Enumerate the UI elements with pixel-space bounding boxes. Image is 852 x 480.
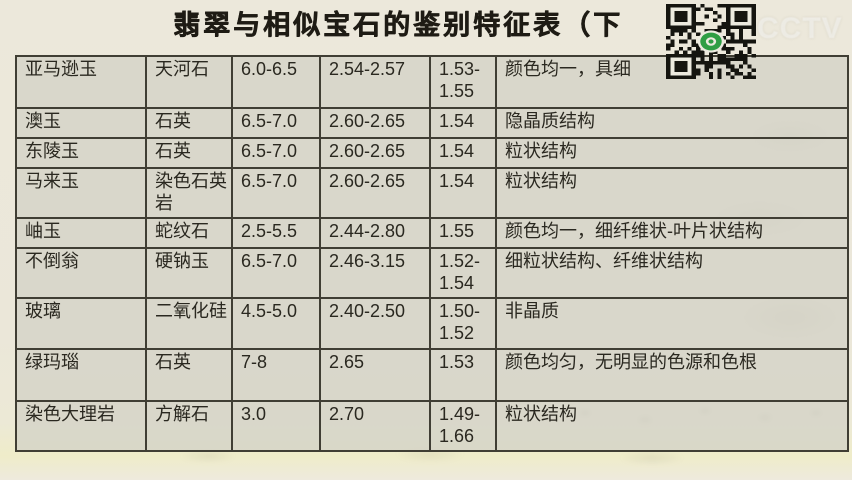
- table-cell-refractive-index: 1.49-1.66: [429, 399, 497, 452]
- gem-comparison-table: 亚马逊玉 天河石 6.0-6.5 2.54-2.57 1.53-1.55 颜色均一，具细澳…: [15, 55, 849, 452]
- table-row: 染色大理岩 方解石 3.0 2.70 1.49-1.66 粒状结构: [15, 399, 849, 452]
- table-cell-refractive-index: 1.50-1.52: [429, 296, 497, 350]
- table-cell-density: 2.46-3.15: [319, 246, 431, 299]
- table-cell-refractive-index: 1.55: [429, 216, 497, 249]
- table-cell-mineral: 蛇纹石: [145, 216, 233, 249]
- table-cell-density: 2.65: [319, 347, 431, 402]
- table-cell-name: 马来玉: [15, 167, 147, 219]
- table-cell-refractive-index: 1.54: [429, 107, 497, 139]
- table-cell-structure: 细粒状结构、纤维状结构: [495, 246, 849, 299]
- table-cell-name: 东陵玉: [15, 137, 147, 169]
- table-cell-density: 2.54-2.57: [319, 55, 431, 109]
- table-cell-mineral: 硬钠玉: [145, 246, 233, 299]
- table-cell-hardness: 7-8: [231, 347, 321, 402]
- table-row: 绿玛瑙 石英 7-8 2.65 1.53 颜色均匀，无明显的色源和色根: [15, 347, 849, 402]
- table-cell-structure: 粒状结构: [495, 167, 849, 219]
- table-cell-structure: 颜色均匀，无明显的色源和色根: [495, 347, 849, 402]
- table-cell-refractive-index: 1.53: [429, 347, 497, 402]
- table-cell-structure: 颜色均一，细纤维状-叶片状结构: [495, 216, 849, 249]
- table-cell-density: 2.44-2.80: [319, 216, 431, 249]
- table-cell-name: 玻璃: [15, 296, 147, 350]
- qr-code-pattern: [666, 4, 756, 79]
- table-cell-name: 岫玉: [15, 216, 147, 249]
- table-cell-mineral: 石英: [145, 137, 233, 169]
- table-row: 岫玉 蛇纹石 2.5-5.5 2.44-2.80 1.55 颜色均一，细纤维状-叶片状结构: [15, 216, 849, 249]
- table-cell-density: 2.60-2.65: [319, 107, 431, 139]
- gem-table-body: 亚马逊玉 天河石 6.0-6.5 2.54-2.57 1.53-1.55 颜色均一，具细澳…: [15, 55, 849, 452]
- table-cell-name: 澳玉: [15, 107, 147, 139]
- table-cell-name: 染色大理岩: [15, 399, 147, 452]
- qr-code: [666, 4, 756, 79]
- table-cell-hardness: 6.0-6.5: [231, 55, 321, 109]
- table-row: 澳玉 石英 6.5-7.0 2.60-2.65 1.54 隐晶质结构: [15, 107, 849, 139]
- table-cell-mineral: 方解石: [145, 399, 233, 452]
- cctv-watermark: CCTV: [757, 12, 843, 45]
- table-cell-refractive-index: 1.53-1.55: [429, 55, 497, 109]
- table-cell-hardness: 2.5-5.5: [231, 216, 321, 249]
- table-cell-hardness: 6.5-7.0: [231, 167, 321, 219]
- table-cell-name: 亚马逊玉: [15, 55, 147, 109]
- table-row: 东陵玉 石英 6.5-7.0 2.60-2.65 1.54 粒状结构: [15, 137, 849, 169]
- table-cell-refractive-index: 1.54: [429, 137, 497, 169]
- table-cell-hardness: 6.5-7.0: [231, 246, 321, 299]
- table-cell-structure: 粒状结构: [495, 137, 849, 169]
- table-cell-density: 2.60-2.65: [319, 137, 431, 169]
- table-cell-refractive-index: 1.52-1.54: [429, 246, 497, 299]
- table-row: 不倒翁 硬钠玉 6.5-7.0 2.46-3.15 1.52-1.54 细粒状结构、纤维状…: [15, 246, 849, 299]
- table-row: 玻璃 二氧化硅 4.5-5.0 2.40-2.50 1.50-1.52 非晶质: [15, 296, 849, 350]
- table-cell-name: 绿玛瑙: [15, 347, 147, 402]
- table-cell-mineral: 染色石英岩: [145, 167, 233, 219]
- table-cell-mineral: 石英: [145, 107, 233, 139]
- table-cell-refractive-index: 1.54: [429, 167, 497, 219]
- table-cell-structure: 隐晶质结构: [495, 107, 849, 139]
- table-row: 马来玉 染色石英岩 6.5-7.0 2.60-2.65 1.54 粒状结构: [15, 167, 849, 219]
- table-cell-structure: 粒状结构: [495, 399, 849, 452]
- table-cell-mineral: 石英: [145, 347, 233, 402]
- table-cell-hardness: 6.5-7.0: [231, 137, 321, 169]
- table-cell-structure: 非晶质: [495, 296, 849, 350]
- table-row: 亚马逊玉 天河石 6.0-6.5 2.54-2.57 1.53-1.55 颜色均一，具细: [15, 55, 849, 109]
- table-cell-hardness: 6.5-7.0: [231, 107, 321, 139]
- page-title: 翡翠与相似宝石的鉴别特征表（下: [173, 10, 623, 40]
- table-cell-density: 2.40-2.50: [319, 296, 431, 350]
- table-cell-mineral: 二氧化硅: [145, 296, 233, 350]
- table-cell-mineral: 天河石: [145, 55, 233, 109]
- table-cell-hardness: 3.0: [231, 399, 321, 452]
- table-cell-density: 2.70: [319, 399, 431, 452]
- table-cell-name: 不倒翁: [15, 246, 147, 299]
- table-cell-hardness: 4.5-5.0: [231, 296, 321, 350]
- table-cell-density: 2.60-2.65: [319, 167, 431, 219]
